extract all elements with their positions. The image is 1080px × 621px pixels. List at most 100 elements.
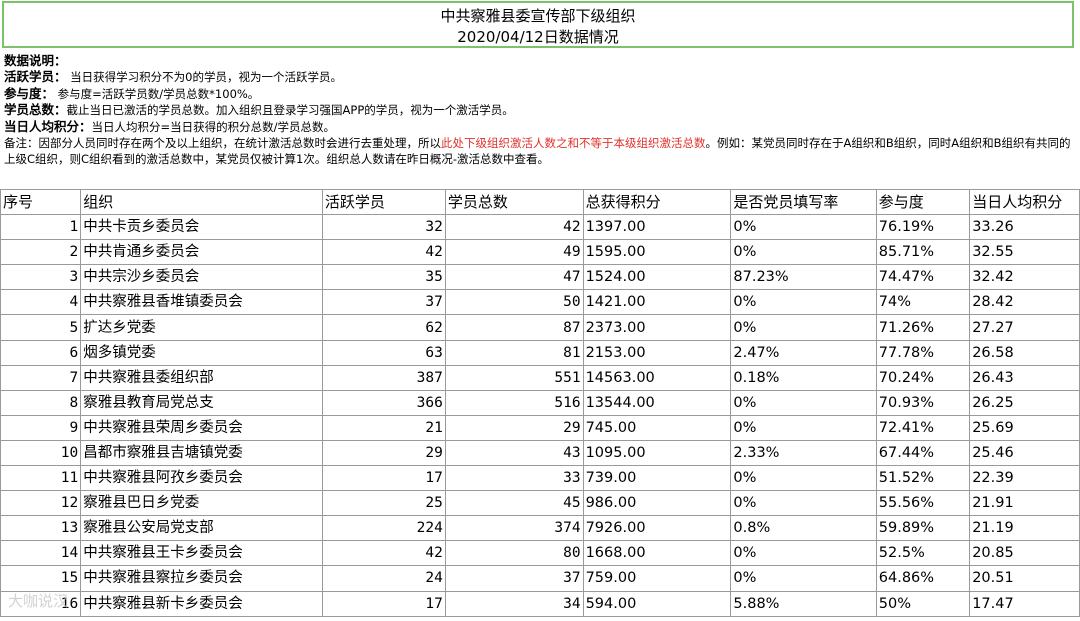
cell-participation: 70.24% (875, 364, 971, 391)
report-title: 中共察雅县委宣传部下级组织 (440, 7, 636, 25)
cell-org: 察雅县公安局党支部 (80, 515, 323, 542)
note-total-learners: 学员总数：截止当日已激活的学员总数。加入组织且登录学习强国APP的学员，视为一个… (4, 102, 514, 118)
cell-index: 15 (0, 565, 82, 592)
cell-active: 37 (321, 289, 446, 316)
cell-avg: 33.26 (969, 214, 1080, 241)
cell-org: 烟多镇党委 (80, 339, 323, 366)
cell-party-rate: 0% (730, 465, 877, 492)
cell-index: 12 (0, 490, 82, 517)
cell-participation: 50% (875, 590, 971, 617)
cell-party-rate: 87.23% (730, 264, 877, 291)
cell-org: 中共察雅县新卡乡委员会 (80, 590, 323, 617)
cell-participation: 76.19% (875, 214, 971, 241)
cell-total: 47 (444, 264, 584, 291)
cell-avg: 25.46 (969, 439, 1080, 467)
cell-avg: 21.19 (969, 515, 1080, 542)
org-data-table: 序号 组织 活跃学员 学员总数 总获得积分 是否党员填写率 参与度 当日人均积分… (0, 188, 1080, 617)
cell-org: 中共察雅县王卡乡委员会 (80, 540, 323, 567)
cell-active: 62 (321, 314, 446, 341)
cell-active: 21 (321, 414, 446, 441)
cell-points: 1524.00 (582, 264, 732, 291)
table-row: 10 昌都市察雅县吉塘镇党委 29 43 1095.00 2.33% 67.44% 25.46 (0, 439, 1080, 467)
cell-points: 1421.00 (582, 289, 732, 316)
cell-total: 33 (444, 465, 584, 492)
cell-participation: 52.5% (875, 540, 971, 567)
cell-party-rate: 0% (730, 289, 877, 316)
cell-participation: 51.52% (875, 465, 971, 492)
cell-active: 387 (321, 364, 446, 391)
cell-participation: 70.93% (875, 389, 971, 416)
cell-org: 中共宗沙乡委员会 (80, 264, 323, 291)
report-date: 2020/04/12日数据情况 (457, 28, 619, 46)
cell-participation: 71.26% (875, 314, 971, 341)
cell-total: 42 (444, 214, 584, 241)
cell-org: 中共察雅县荣周乡委员会 (80, 414, 323, 441)
cell-points: 739.00 (582, 465, 732, 492)
table-row: 14 中共察雅县王卡乡委员会 42 80 1668.00 0% 52.5% 20.85 (0, 540, 1080, 567)
cell-active: 366 (321, 389, 446, 416)
table-row: 11 中共察雅县阿孜乡委员会 17 33 739.00 0% 51.52% 22.39 (0, 465, 1080, 492)
cell-index: 8 (0, 389, 82, 416)
cell-points: 1095.00 (582, 439, 732, 467)
cell-active: 17 (321, 590, 446, 617)
table-row: 8 察雅县教育局党总支 366 516 13544.00 0% 70.93% 26.25 (0, 389, 1080, 416)
header-party-rate: 是否党员填写率 (730, 188, 877, 216)
cell-active: 42 (321, 540, 446, 567)
cell-party-rate: 0.18% (730, 364, 877, 391)
table-row: 9 中共察雅县荣周乡委员会 21 29 745.00 0% 72.41% 25.69 (0, 414, 1080, 441)
cell-org: 中共察雅县香堆镇委员会 (80, 289, 323, 316)
cell-index: 3 (0, 264, 82, 291)
cell-points: 2153.00 (582, 339, 732, 366)
cell-party-rate: 0% (730, 565, 877, 592)
header-index: 序号 (0, 188, 82, 216)
cell-points: 1668.00 (582, 540, 732, 567)
cell-total: 80 (444, 540, 584, 567)
table-row: 16 中共察雅县新卡乡委员会 17 34 594.00 5.88% 50% 17.47 (0, 590, 1080, 617)
cell-total: 374 (444, 515, 584, 542)
cell-avg: 17.47 (969, 590, 1080, 617)
cell-org: 中共察雅县委组织部 (80, 364, 323, 391)
cell-party-rate: 0% (730, 490, 877, 517)
cell-total: 34 (444, 590, 584, 617)
cell-points: 745.00 (582, 414, 732, 441)
header-avg: 当日人均积分 (969, 188, 1080, 216)
cell-index: 4 (0, 289, 82, 316)
cell-active: 42 (321, 239, 446, 266)
cell-points: 1595.00 (582, 239, 732, 266)
cell-points: 594.00 (582, 590, 732, 617)
cell-participation: 67.44% (875, 439, 971, 467)
table-row: 15 中共察雅县察拉乡委员会 24 37 759.00 0% 64.86% 20.51 (0, 565, 1080, 592)
note-participation: 参与度： 参与度=活跃学员数/学员总数*100%。 (4, 85, 260, 101)
cell-party-rate: 0% (730, 214, 877, 241)
cell-org: 中共察雅县察拉乡委员会 (80, 565, 323, 592)
cell-total: 45 (444, 490, 584, 517)
cell-party-rate: 0.8% (730, 515, 877, 542)
header-active: 活跃学员 (321, 188, 446, 216)
cell-org: 察雅县巴日乡党委 (80, 490, 323, 517)
table-row: 7 中共察雅县委组织部 387 551 14563.00 0.18% 70.24% 26.43 (0, 364, 1080, 391)
cell-total: 49 (444, 239, 584, 266)
cell-active: 32 (321, 214, 446, 241)
cell-points: 2373.00 (582, 314, 732, 341)
cell-active: 35 (321, 264, 446, 291)
header-points: 总获得积分 (582, 188, 732, 216)
table-row: 1 中共卡贡乡委员会 32 42 1397.00 0% 76.19% 33.26 (0, 214, 1080, 241)
cell-avg: 22.39 (969, 465, 1080, 492)
cell-index: 7 (0, 364, 82, 391)
cell-org: 中共肯通乡委员会 (80, 239, 323, 266)
table-header-row: 序号 组织 活跃学员 学员总数 总获得积分 是否党员填写率 参与度 当日人均积分 (0, 188, 1080, 216)
cell-avg: 26.25 (969, 389, 1080, 416)
header-org: 组织 (80, 188, 323, 216)
cell-avg: 26.43 (969, 364, 1080, 391)
note-remark: 备注：因部分人员同时存在两个及以上组织，在统计激活总数时会进行去重处理，所以此处… (4, 136, 1071, 167)
cell-avg: 26.58 (969, 339, 1080, 366)
cell-total: 81 (444, 339, 584, 366)
table-row: 12 察雅县巴日乡党委 25 45 986.00 0% 55.56% 21.91 (0, 490, 1080, 517)
table-row: 4 中共察雅县香堆镇委员会 37 50 1421.00 0% 74% 28.42 (0, 289, 1080, 316)
cell-total: 551 (444, 364, 584, 391)
cell-participation: 72.41% (875, 414, 971, 441)
remark-highlight: 此处下级组织激活人数之和不等于本级组织激活总数 (441, 136, 706, 151)
cell-total: 87 (444, 314, 584, 341)
cell-points: 7926.00 (582, 515, 732, 542)
cell-party-rate: 5.88% (730, 590, 877, 617)
